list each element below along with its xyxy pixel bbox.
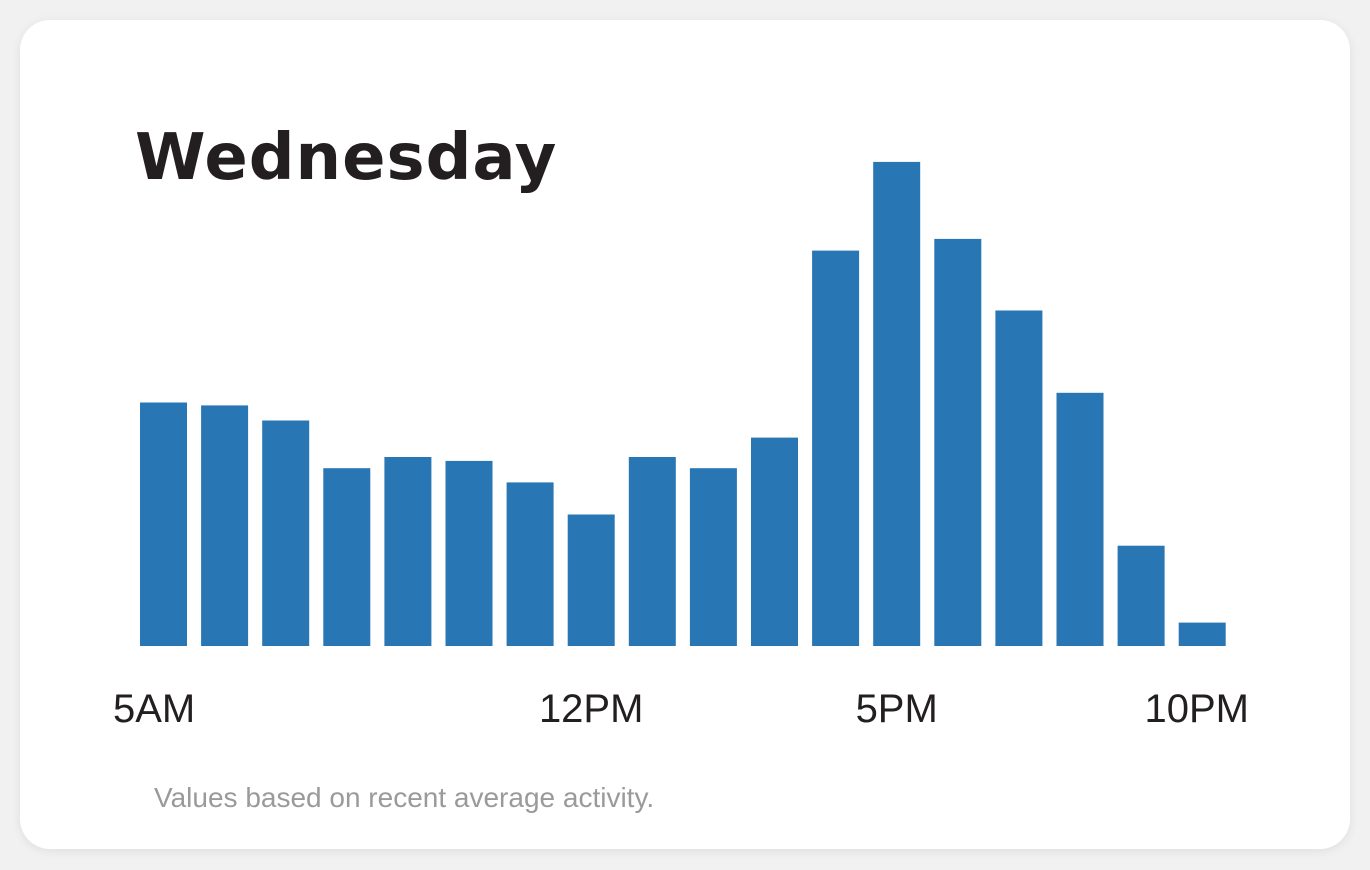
footnote: Values based on recent average activity. [154, 782, 655, 813]
bar-6pm [934, 238, 982, 646]
bar-7pm [995, 310, 1043, 646]
x-axis-ticks: 5AM 12PM 5PM 10PM [113, 687, 1249, 731]
tick-label-10pm: 10PM [1145, 687, 1250, 731]
bar-9am [384, 457, 432, 646]
day-title: Wednesday [135, 121, 558, 195]
bar-10am [445, 460, 493, 646]
bar-4pm [812, 250, 860, 646]
bar-5pm [873, 161, 921, 646]
bar-6am [201, 405, 249, 646]
bar-8pm [1056, 392, 1104, 646]
bar-1pm [628, 457, 676, 646]
bars-group [140, 161, 1226, 646]
bar-7am [262, 420, 310, 646]
tick-label-5am: 5AM [113, 687, 195, 731]
bar-9pm [1117, 545, 1165, 646]
bar-12pm [567, 514, 615, 646]
tick-label-5pm: 5PM [856, 687, 938, 731]
bar-10pm [1178, 622, 1226, 646]
bar-8am [323, 468, 371, 646]
bar-5am [140, 402, 187, 646]
bar-3pm [751, 437, 798, 646]
tick-label-12pm: 12PM [539, 687, 644, 731]
bar-11am [506, 482, 554, 646]
bar-2pm [689, 468, 737, 646]
